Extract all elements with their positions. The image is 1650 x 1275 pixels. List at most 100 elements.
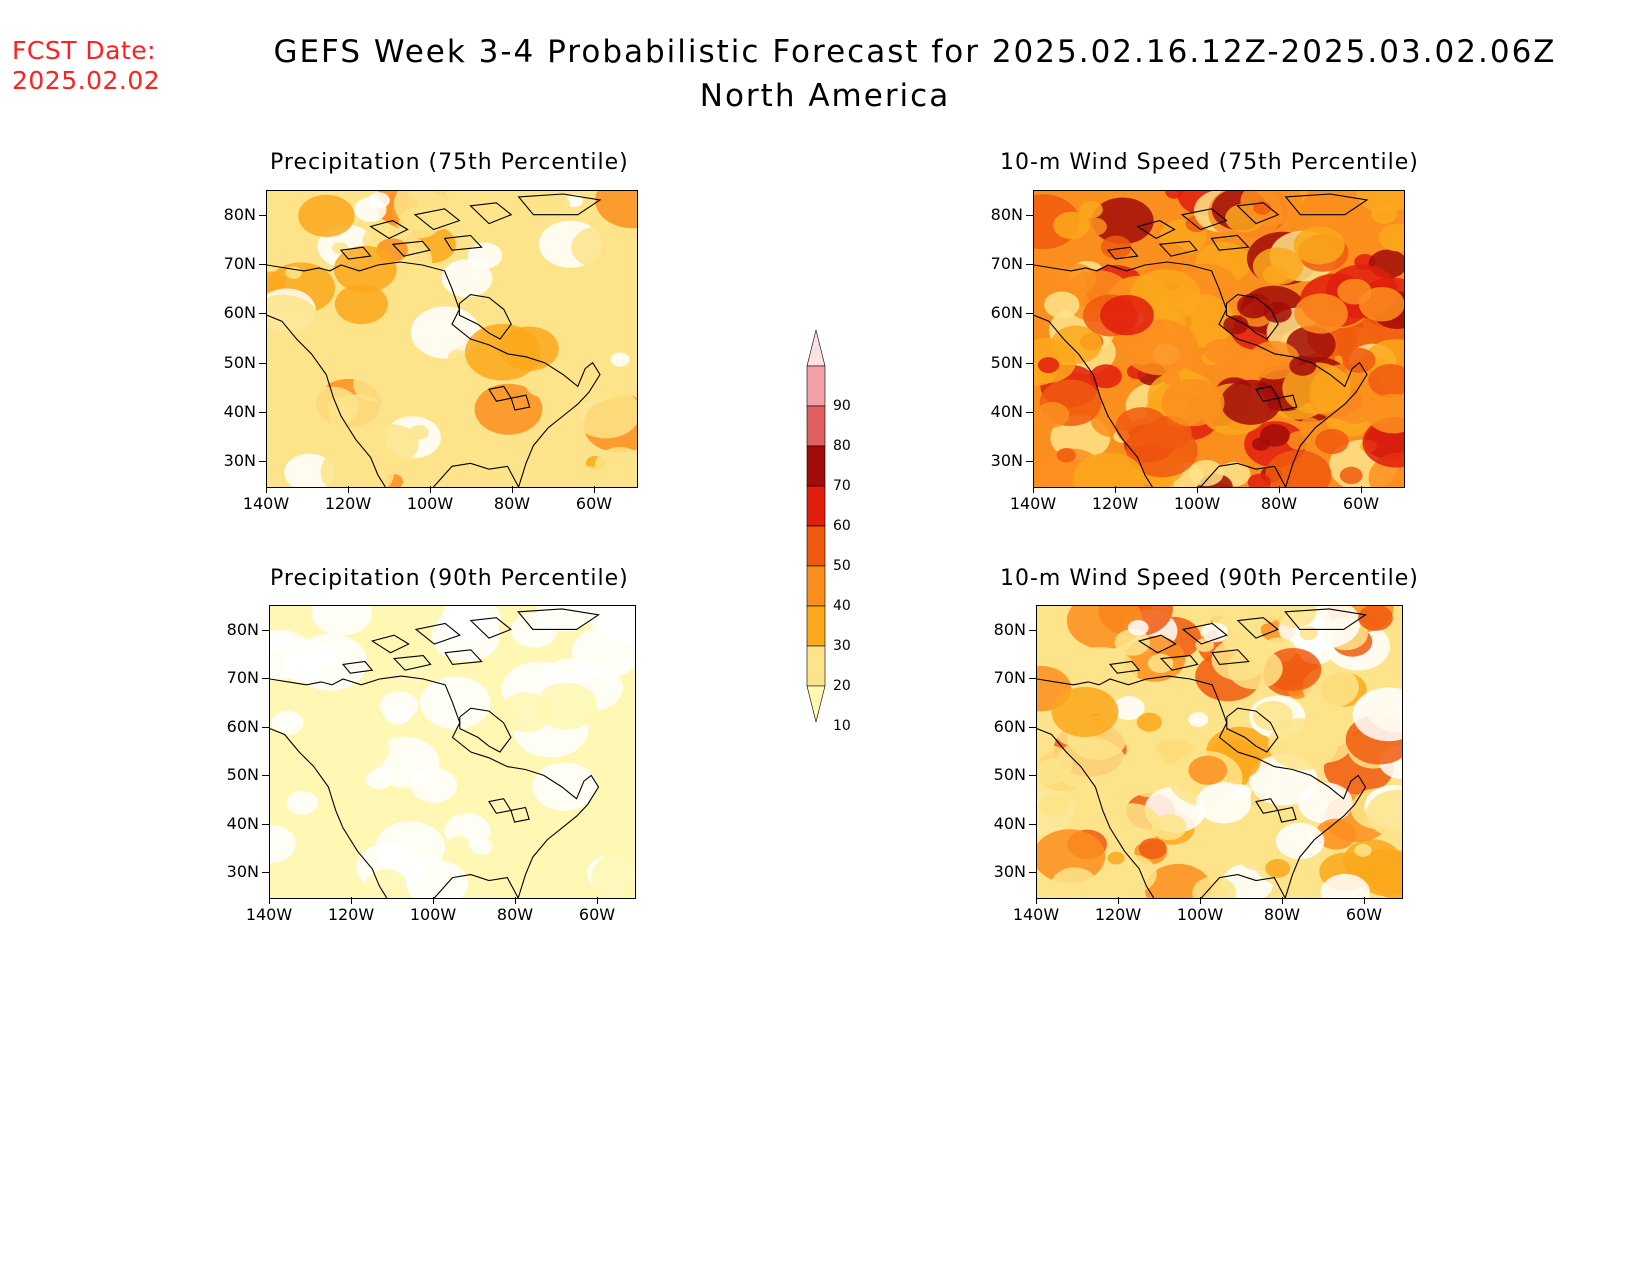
lon-tick-mark: [266, 486, 267, 493]
field-blotch: [1052, 263, 1097, 296]
field-blotch: [334, 284, 388, 325]
lat-tick-mark: [262, 726, 269, 728]
field-blotch: [1252, 247, 1304, 286]
lat-tick-mark: [259, 411, 266, 413]
field-blotch: [1044, 291, 1080, 319]
title-line-2: North America: [699, 78, 951, 114]
field-blotch: [410, 306, 481, 359]
field-blotch: [354, 197, 387, 222]
lon-tick-label: 100W: [406, 494, 454, 513]
lat-tick-mark: [1029, 678, 1036, 680]
field-blotch: [559, 300, 578, 314]
coastline: [1236, 617, 1279, 639]
lat-tick-label: 60N: [223, 303, 256, 323]
field-blotch: [1037, 632, 1075, 668]
field-blotch: [1229, 784, 1252, 801]
lat-tick-label: 80N: [223, 205, 256, 224]
lat-tick-label: 70N: [993, 668, 1026, 688]
field-blotch: [1192, 876, 1237, 898]
lat-tick-mark: [1029, 630, 1036, 631]
field-blotch: [381, 654, 424, 687]
coastline: [414, 622, 461, 645]
field-blotch: [571, 226, 628, 269]
lat-tick-mark: [259, 313, 266, 315]
field-blotch: [1120, 747, 1166, 781]
coastline: [1284, 608, 1367, 630]
field-blotch: [404, 281, 424, 296]
field-blotch: [1298, 782, 1353, 824]
field-blotch: [1366, 789, 1402, 838]
panel-title: 10-m Wind Speed (75th Percentile): [1000, 150, 1419, 175]
field-blotch: [464, 324, 541, 381]
lon-tick-label: 140W: [245, 905, 293, 924]
coastline: [1200, 462, 1287, 487]
lon-tick-label: 120W: [1091, 494, 1139, 513]
field-blotch: [1037, 606, 1064, 631]
field-blotch: [374, 821, 446, 874]
colorbar-label: 30: [833, 638, 851, 654]
coastline: [392, 655, 432, 671]
field-blotch: [1366, 393, 1404, 434]
lat-tick-label: 60N: [993, 716, 1026, 736]
field-blotch: [1265, 859, 1291, 878]
coastline: [1277, 394, 1298, 411]
field-blotch: [1320, 873, 1370, 898]
field-blotch: [1354, 843, 1372, 857]
lat-tick-label: 30N: [226, 862, 259, 881]
colorbar: 10 20 30 40 50 60 70 80 90: [805, 329, 851, 774]
lon-tick-mark: [1364, 897, 1365, 904]
lon-tick-label: 60W: [575, 494, 613, 513]
coastline: [1180, 208, 1228, 231]
lon-tick-label: 120W: [327, 905, 375, 924]
field-blotch: [498, 468, 520, 485]
lon-tick-mark: [1036, 897, 1037, 904]
field-blotch: [281, 715, 299, 728]
lon-tick-mark: [269, 897, 270, 904]
field-blotch: [1342, 347, 1376, 373]
coastline: [1034, 314, 1153, 487]
coastline: [517, 193, 602, 216]
field-blotch: [1089, 364, 1122, 389]
field-blotch: [1056, 448, 1076, 463]
coastline: [369, 220, 409, 240]
colorbar-swatch: [806, 605, 826, 647]
field-blotch: [1053, 211, 1090, 240]
field-blotch: [610, 352, 630, 367]
lat-tick-mark: [259, 461, 266, 462]
field-blotch: [270, 825, 296, 863]
coastline: [1225, 294, 1279, 340]
field-blotch: [286, 790, 318, 815]
field-blotch: [484, 879, 528, 898]
map-field: [1037, 606, 1402, 898]
coastline: [1158, 240, 1198, 257]
field-blotch: [384, 704, 412, 725]
lat-tick-mark: [259, 264, 266, 266]
lon-tick-mark: [1200, 897, 1201, 904]
field-blotch: [1091, 197, 1154, 245]
field-blotch: [1107, 851, 1125, 865]
field-blotch: [591, 850, 635, 898]
field-blotch: [1039, 795, 1068, 818]
coastline: [469, 202, 513, 225]
lat-tick-label: 80N: [226, 620, 259, 639]
lat-tick-mark: [1029, 726, 1036, 728]
field-blotch: [1294, 293, 1348, 334]
panel-title: Precipitation (90th Percentile): [270, 566, 629, 591]
lon-tick-label: 140W: [1009, 494, 1057, 513]
field-blotch: [1286, 430, 1313, 451]
field-blotch: [1268, 718, 1338, 771]
field-blotch: [1188, 712, 1209, 727]
field-blotch: [332, 242, 349, 255]
field-blotch: [1299, 626, 1318, 641]
field-blotch: [320, 444, 395, 487]
field-blotch: [447, 349, 468, 365]
coastline: [1210, 234, 1250, 251]
field-blotch: [1339, 466, 1363, 484]
lon-tick-mark: [597, 897, 598, 904]
coastline: [443, 234, 483, 251]
field-blotch: [398, 382, 433, 408]
field-blotch: [443, 435, 463, 450]
field-blotch: [1151, 814, 1187, 841]
lon-tick-label: 60W: [1342, 494, 1380, 513]
field-blotch: [1100, 235, 1132, 259]
